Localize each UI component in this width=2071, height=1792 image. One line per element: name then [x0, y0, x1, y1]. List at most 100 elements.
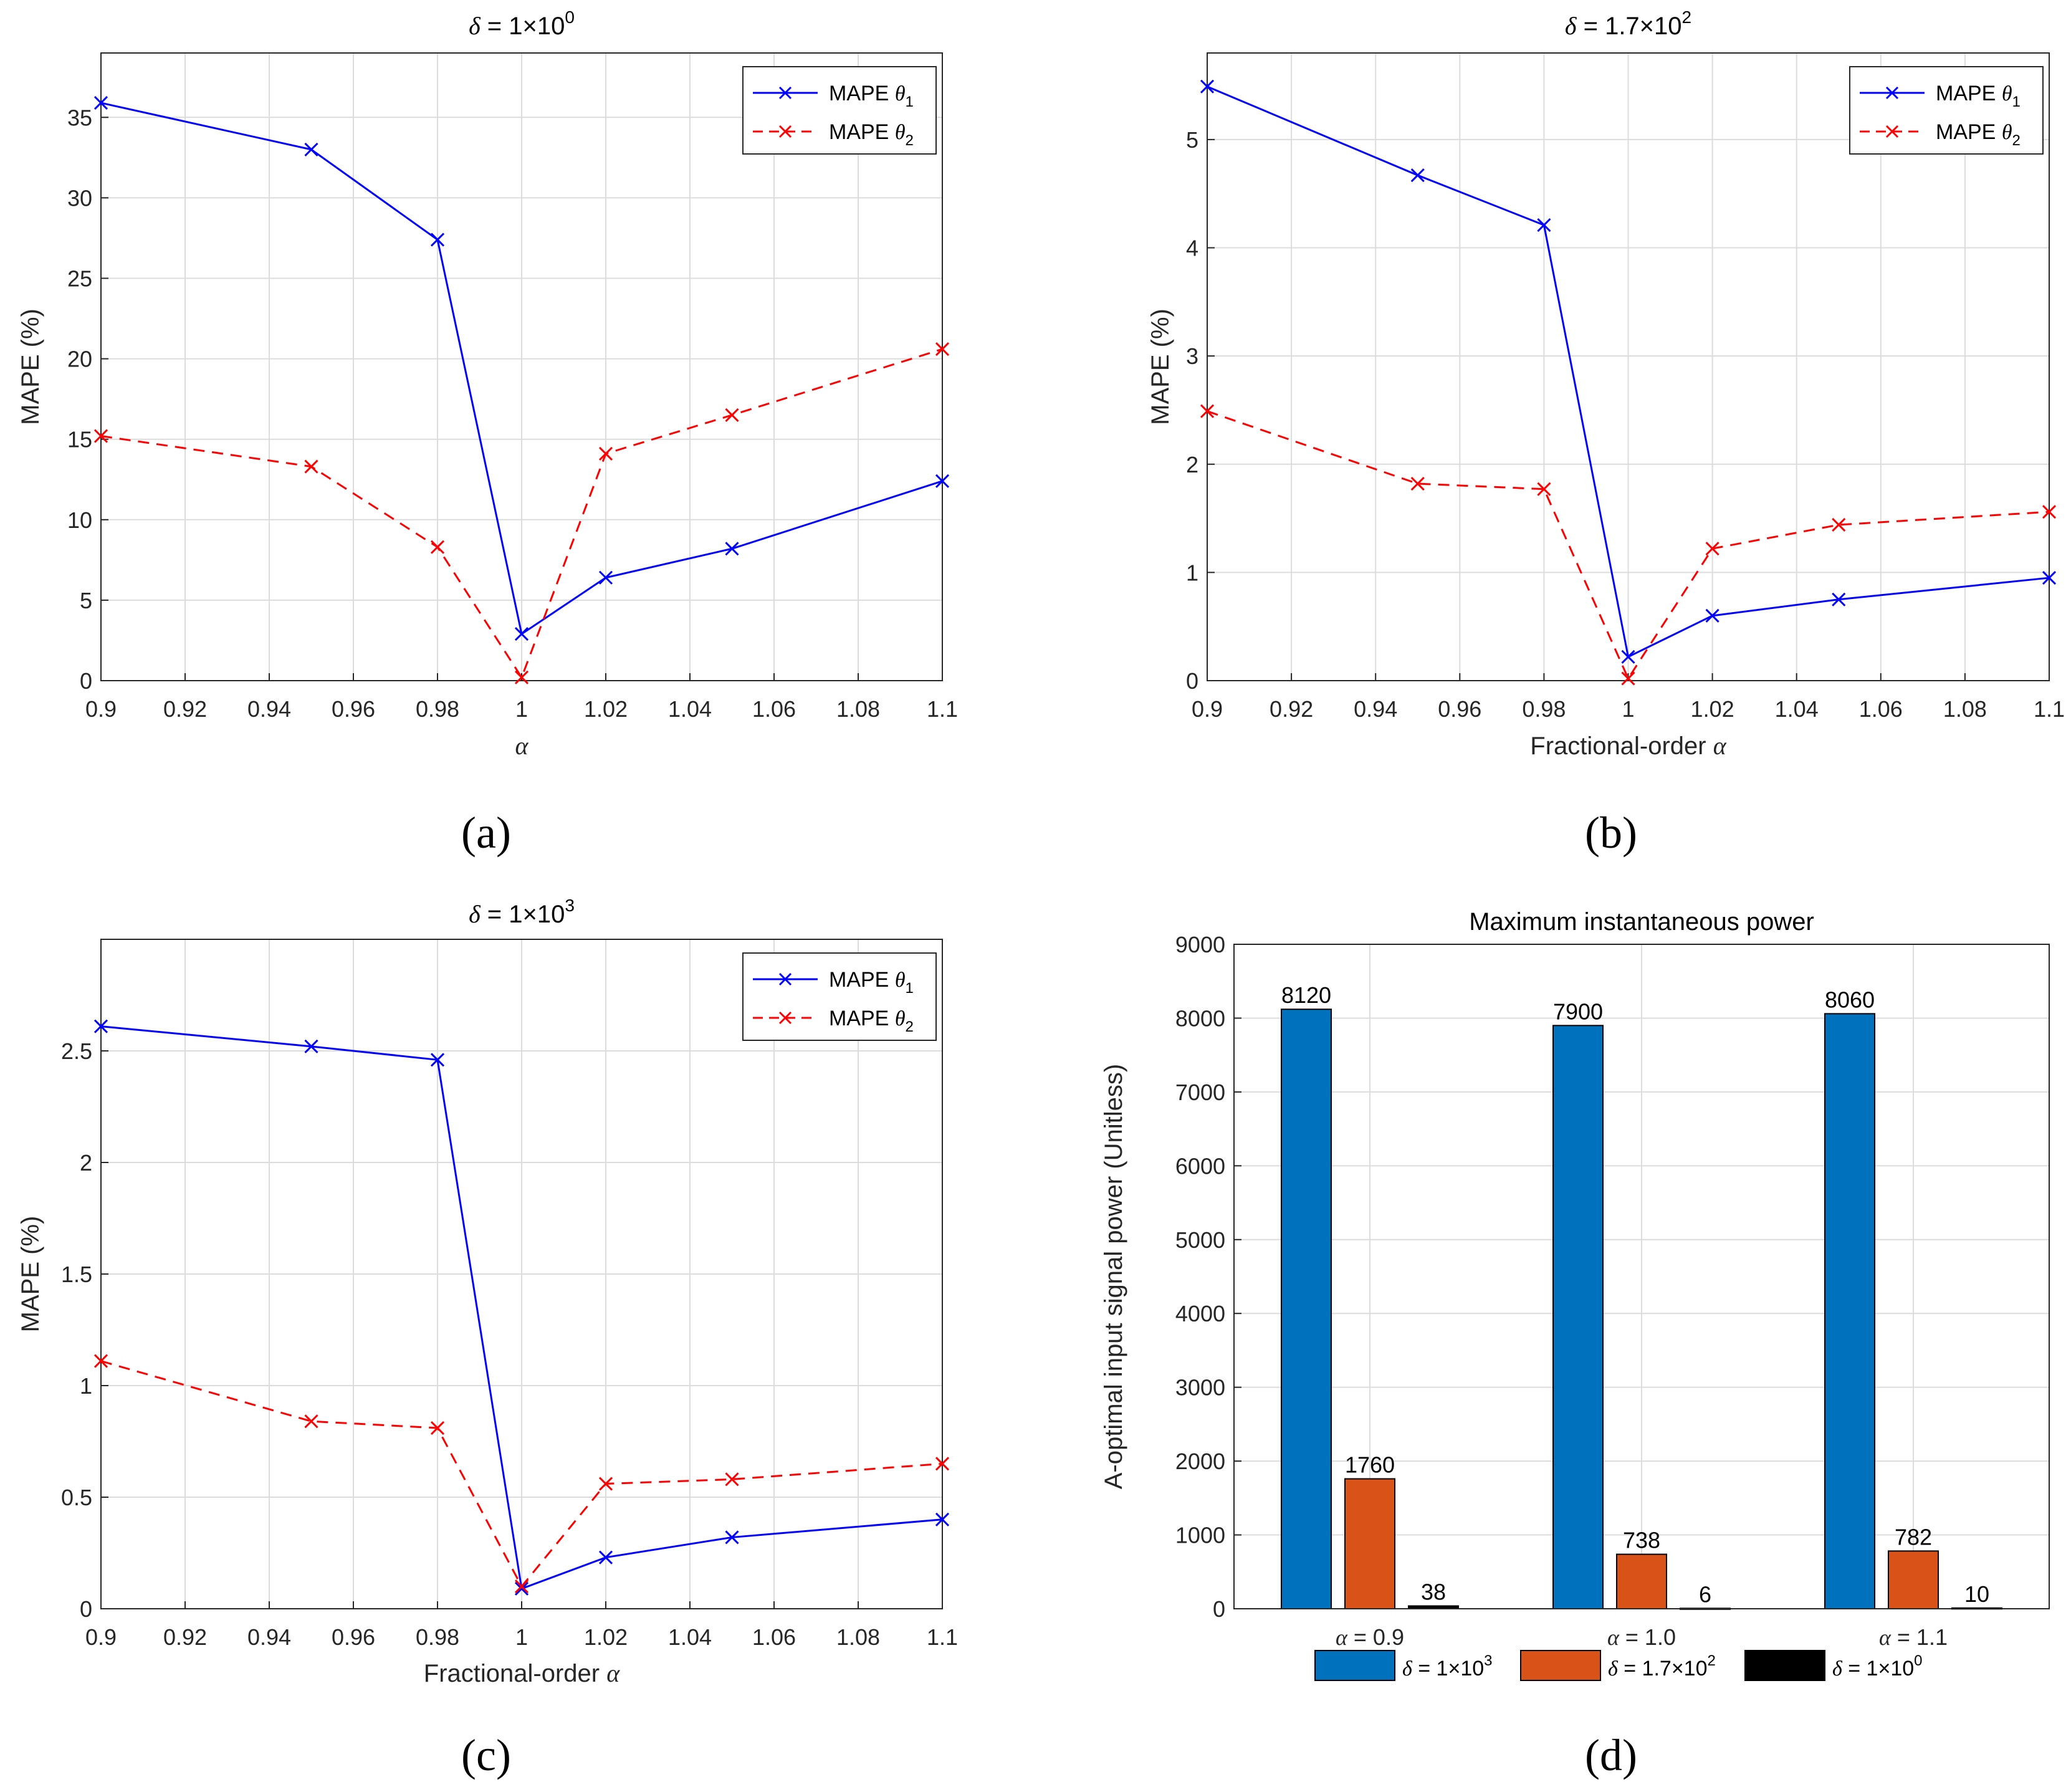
panel-c-ytick-label-1: 0.5: [61, 1485, 92, 1510]
panel-c-legend-box: [742, 952, 937, 1041]
panel-d-title: Maximum instantaneous power: [1469, 908, 1814, 936]
panel-a-series-1-point-2: [430, 232, 445, 247]
panel-c-xtick-label-0: 0.9: [85, 1624, 117, 1650]
panel-c-ytick-label-3: 1.5: [61, 1262, 92, 1287]
panel-b-legend-box: [1849, 66, 2044, 155]
panel-d-legend-label-2-text: = 1.7×10: [1618, 1657, 1708, 1680]
panel-a-series-1-point-6-stroke-b: [935, 474, 950, 488]
panel-b-legend-label-1-text: MAPE: [1936, 82, 2002, 105]
panel-c-series-1-point-1-stroke-b: [304, 1039, 318, 1053]
panel-d-legend-label-1-exponent: 3: [1484, 1652, 1492, 1669]
panel-c-xlabel-text: Fractional-order: [424, 1660, 606, 1687]
panel-d-legend-swatch-3: [1744, 1650, 1825, 1681]
panel-a-xtick-label-6: 1.02: [584, 696, 628, 722]
panel-a-xlabel: α: [515, 732, 529, 760]
panel-a-xtick-label-10: 1.1: [927, 696, 958, 722]
panel-a-legend-label-2-symbol: θ: [895, 121, 906, 144]
panel-b-series-2-point-6-stroke-b: [2042, 505, 2057, 519]
panel-c-legend-label-1-symbol: θ: [895, 969, 906, 992]
panel-a-legend-label-1: MAPE θ1: [829, 82, 914, 110]
panel-b-series-2-point-3-stroke-b: [1621, 671, 1635, 686]
panel-c-series-1-point-3-stroke-b: [514, 1581, 529, 1596]
panel-b-title: δ = 1.7×102: [1565, 7, 1691, 40]
panel-d-bar-3-2: [1888, 1550, 1939, 1610]
panel-a-subfigure-label: (a): [461, 808, 511, 858]
panel-a-legend-box: [742, 66, 937, 155]
panel-b-series-2-point-0-stroke-b: [1200, 404, 1215, 418]
panel-b-series-2-point-0: [1200, 404, 1215, 418]
panel-b-xtick-label-1: 0.92: [1270, 696, 1313, 722]
panel-c-xtick-label-6: 1.02: [584, 1624, 628, 1650]
panel-c-series-2-point-5-stroke-b: [725, 1472, 739, 1487]
panel-d-category-label-2-text: = 1.0: [1619, 1624, 1676, 1650]
panel-d-ytick-label-5: 5000: [1175, 1227, 1225, 1253]
panel-c-series-2-point-6: [935, 1457, 950, 1471]
panel-d-data-label-2-2: 738: [1623, 1528, 1660, 1553]
panel-a-series-2-point-2-stroke-b: [430, 540, 445, 554]
panel-a-title-symbol: δ: [469, 12, 481, 40]
panel-d-legend-swatch-1: [1314, 1650, 1395, 1681]
panel-a-axes-box: [100, 52, 943, 681]
panel-d-legend-label-2: δ = 1.7×102: [1608, 1652, 1716, 1680]
panel-b-series-1-point-3: [1621, 649, 1635, 664]
panel-c-ytick-label-2: 1: [80, 1373, 92, 1399]
panel-a-series-2-point-4-stroke-b: [598, 446, 613, 461]
panel-c-xtick-label-8: 1.06: [752, 1624, 796, 1650]
panel-a-series-2-point-5-stroke-b: [725, 408, 739, 423]
panel-d-ytick-label-0: 0: [1213, 1596, 1225, 1622]
panel-c-series-2-point-4: [598, 1477, 613, 1491]
panel-c-title-value: = 1×10: [481, 901, 565, 928]
panel-b-xtick-label-5: 1: [1622, 696, 1634, 722]
panel-a-series-1-point-0-stroke-b: [93, 95, 108, 110]
panel-a-series-1-point-4: [598, 570, 613, 585]
panel-b-title-symbol: δ: [1565, 12, 1577, 40]
panel-c-title-symbol: δ: [469, 900, 481, 928]
panel-a-ytick-label-7: 35: [67, 105, 92, 130]
panel-d-ytick-label-6: 6000: [1175, 1153, 1225, 1179]
panel-c-series-2-point-3-stroke-b: [514, 1579, 529, 1594]
panel-a-xtick-label-4: 0.98: [416, 696, 459, 722]
panel-c-xtick-label-3: 0.96: [332, 1624, 375, 1650]
panel-c-ytick-label-0: 0: [80, 1596, 92, 1622]
panel-d-ytick-label-8: 8000: [1175, 1005, 1225, 1031]
panel-b-series-2-point-5-stroke-b: [1832, 517, 1846, 532]
panel-c-series-2-point-2-stroke-b: [430, 1421, 445, 1435]
panel-b-xtick-label-10: 1.1: [2034, 696, 2065, 722]
panel-d-ytick-label-4: 4000: [1175, 1301, 1225, 1326]
panel-d-legend-label-3-text: = 1×10: [1842, 1657, 1914, 1680]
panel-a-series-1-point-2-stroke-b: [430, 232, 445, 247]
panel-d-axes-box: [1233, 944, 2050, 1609]
panel-c-mape-delta-1e3: 0.9 0.92 0.94 0.96 0.98 1 1.02 1.04 1.06 1.08 1.1 0…: [17, 896, 958, 1780]
panel-c-series-1-point-5: [725, 1530, 739, 1545]
panel-a-series-2-point-0: [93, 429, 108, 443]
panel-a-series-2-point-1-stroke-b: [304, 459, 318, 474]
panel-b-series-1-point-0: [1200, 79, 1215, 93]
panel-a-ytick-label-1: 5: [80, 588, 92, 613]
panel-b-series-1-point-5: [1832, 592, 1846, 606]
panel-c-xtick-label-10: 1.1: [927, 1624, 958, 1650]
panel-d-legend-label-3: δ = 1×100: [1832, 1652, 1923, 1680]
panel-c-series-1-point-5-stroke-b: [725, 1530, 739, 1545]
panel-b-series-1-point-4: [1705, 608, 1719, 623]
panel-a-legend-label-2-text: MAPE: [829, 120, 895, 144]
panel-c-xlabel-symbol: α: [606, 1659, 620, 1687]
panel-c-series-1-point-6: [935, 1512, 950, 1526]
panel-a-xtick-label-8: 1.06: [752, 696, 796, 722]
panel-d-category-label-3-text: = 1.1: [1891, 1624, 1948, 1650]
panel-b-legend-label-1-subscript: 1: [2012, 93, 2021, 110]
panel-d-bar-1-2: [1344, 1478, 1395, 1610]
panel-b-series-2-point-2-stroke-b: [1537, 482, 1551, 496]
panel-c-xtick-label-9: 1.08: [836, 1624, 880, 1650]
panel-b-xtick-label-9: 1.08: [1943, 696, 1987, 722]
panel-b-series-1-point-1-stroke-b: [1410, 168, 1425, 183]
panel-b-legend: MAPE θ1 MAPE θ2: [1849, 66, 2044, 155]
panel-d-data-label-1-2: 1760: [1345, 1452, 1395, 1478]
panel-c-series-1-point-3: [514, 1581, 529, 1596]
panel-c-series-1-point-0-stroke-b: [93, 1019, 108, 1033]
panel-b-legend-label-2-symbol: θ: [2002, 121, 2012, 144]
panel-b-legend-label-2: MAPE θ2: [1936, 120, 2021, 149]
panel-b-series-1-point-6: [2042, 570, 2057, 585]
panel-d-ytick-label-9: 9000: [1175, 932, 1225, 957]
panel-a-xtick-label-3: 0.96: [332, 696, 375, 722]
